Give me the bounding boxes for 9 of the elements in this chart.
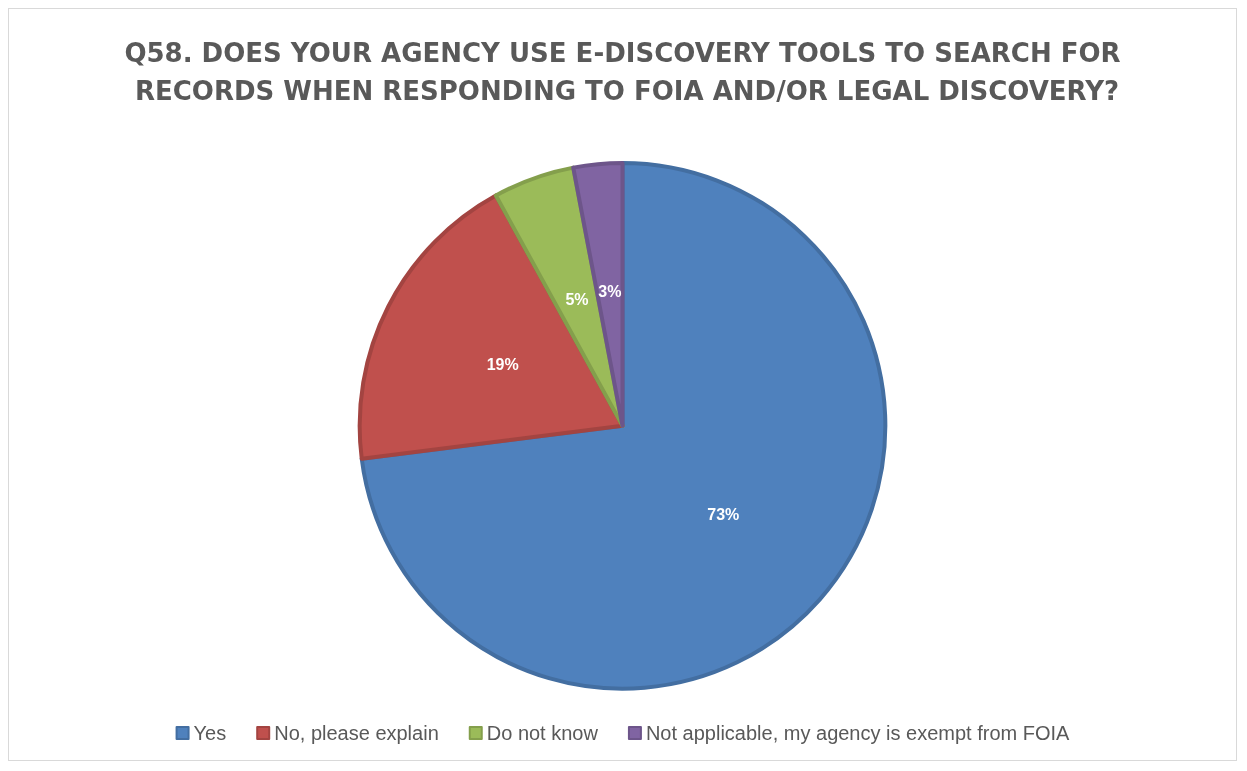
- data-label: 5%: [565, 290, 589, 308]
- data-label: 19%: [486, 356, 519, 374]
- data-label: 3%: [598, 283, 622, 301]
- data-label: 73%: [707, 506, 740, 524]
- legend-label: Yes: [193, 722, 227, 744]
- legend-label: No, please explain: [274, 722, 439, 744]
- legend-label: Do not know: [486, 722, 599, 744]
- legend-label: Not applicable, my agency is exempt from FOIA: [645, 722, 1071, 744]
- chart-title: Q58. DOES YOUR AGENCY USE E-DISCOVERY TOOLS TO SEARCH FOR RECORDS WHEN RESPONDING TO FOIA AND/OR LEGAL DISCOVERY?: [124, 38, 1121, 106]
